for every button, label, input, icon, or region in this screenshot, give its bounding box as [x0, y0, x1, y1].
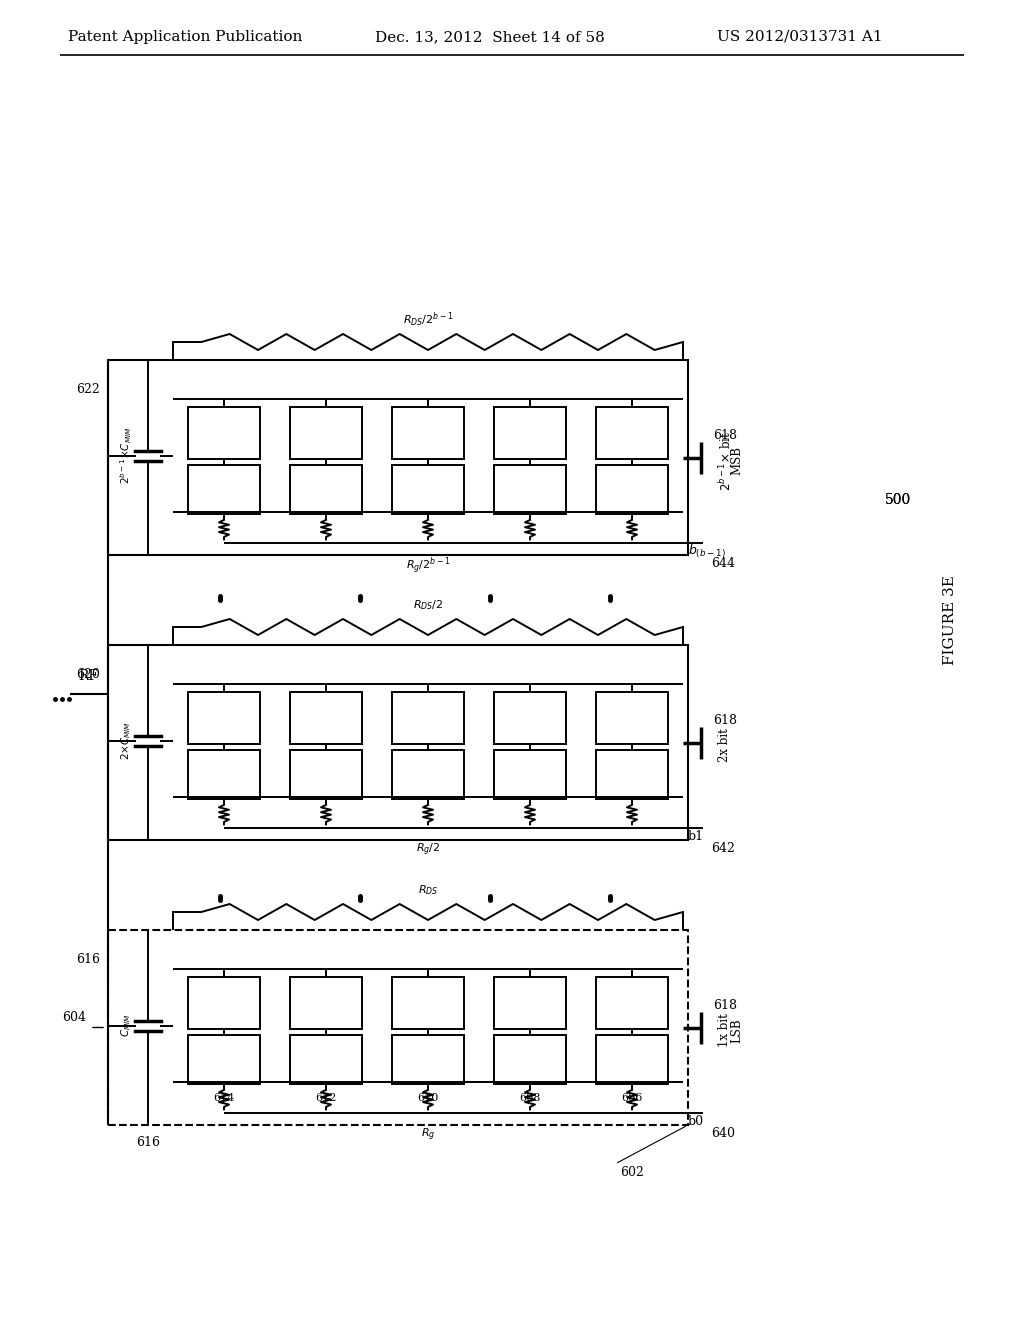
Text: 606: 606: [622, 1093, 643, 1102]
Bar: [188, 465, 260, 513]
Bar: [290, 1035, 361, 1084]
Text: b1: b1: [688, 830, 705, 842]
Text: 640: 640: [711, 1127, 735, 1139]
Text: 644: 644: [711, 557, 735, 570]
Bar: [495, 977, 565, 1030]
Bar: [188, 750, 260, 799]
Text: $R_g/2^{b-1}$: $R_g/2^{b-1}$: [406, 554, 451, 576]
Bar: [290, 692, 361, 744]
Bar: [596, 465, 668, 513]
Bar: [188, 692, 260, 744]
Bar: [392, 465, 464, 513]
Text: RF: RF: [78, 669, 98, 682]
Text: 610: 610: [418, 1093, 438, 1102]
Text: Dec. 13, 2012  Sheet 14 of 58: Dec. 13, 2012 Sheet 14 of 58: [375, 30, 605, 44]
Bar: [495, 407, 565, 459]
Bar: [290, 407, 361, 459]
Text: $2^{b-1}{\times}C_{MIM}$: $2^{b-1}{\times}C_{MIM}$: [118, 426, 134, 484]
Bar: [290, 977, 361, 1030]
Bar: [108, 931, 688, 1125]
Bar: [108, 360, 688, 554]
Text: 622: 622: [76, 383, 100, 396]
Text: $2^{b-1}{\times}$ bit: $2^{b-1}{\times}$ bit: [718, 430, 734, 491]
Text: $R_g/2$: $R_g/2$: [416, 842, 440, 858]
Bar: [596, 407, 668, 459]
Bar: [596, 750, 668, 799]
Bar: [596, 692, 668, 744]
Bar: [188, 977, 260, 1030]
Text: 500: 500: [885, 492, 911, 507]
Text: 602: 602: [620, 1166, 644, 1179]
Text: b0: b0: [688, 1115, 705, 1127]
Text: $R_{DS}/2$: $R_{DS}/2$: [413, 598, 443, 612]
Text: 1x bit: 1x bit: [718, 1014, 731, 1048]
Bar: [392, 977, 464, 1030]
Text: 620: 620: [76, 668, 100, 681]
Text: $C_{MIM}$: $C_{MIM}$: [119, 1014, 133, 1038]
Text: $b_{(b-1)}$: $b_{(b-1)}$: [688, 543, 726, 560]
Bar: [392, 692, 464, 744]
Bar: [495, 1035, 565, 1084]
Text: $2{\times}C_{MIM}$: $2{\times}C_{MIM}$: [119, 721, 133, 760]
Text: 618: 618: [713, 429, 737, 442]
Bar: [495, 750, 565, 799]
Text: 2x bit: 2x bit: [718, 729, 731, 763]
Bar: [290, 750, 361, 799]
Text: US 2012/0313731 A1: US 2012/0313731 A1: [717, 30, 883, 44]
Text: 616: 616: [136, 1137, 160, 1150]
Text: FIGURE 3E: FIGURE 3E: [943, 576, 957, 665]
Bar: [290, 465, 361, 513]
Text: $R_{DS}$: $R_{DS}$: [418, 883, 438, 896]
Text: MSB: MSB: [730, 446, 743, 475]
Text: LSB: LSB: [730, 1018, 743, 1043]
Text: 604: 604: [62, 1011, 86, 1024]
Text: Patent Application Publication: Patent Application Publication: [68, 30, 302, 44]
Bar: [188, 407, 260, 459]
Bar: [392, 407, 464, 459]
Bar: [392, 750, 464, 799]
Text: 500: 500: [885, 492, 911, 507]
Text: 612: 612: [315, 1093, 337, 1102]
Text: 616: 616: [76, 953, 100, 966]
Bar: [392, 1035, 464, 1084]
Text: 614: 614: [213, 1093, 234, 1102]
Bar: [596, 977, 668, 1030]
Text: $R_{DS}/2^{b-1}$: $R_{DS}/2^{b-1}$: [402, 310, 454, 329]
Bar: [495, 465, 565, 513]
Bar: [596, 1035, 668, 1084]
Text: 618: 618: [713, 999, 737, 1012]
Text: 608: 608: [519, 1093, 541, 1102]
Text: 642: 642: [711, 842, 735, 855]
Bar: [495, 692, 565, 744]
Bar: [188, 1035, 260, 1084]
Text: 618: 618: [713, 714, 737, 727]
Text: $R_g$: $R_g$: [421, 1127, 435, 1143]
Bar: [108, 645, 688, 840]
